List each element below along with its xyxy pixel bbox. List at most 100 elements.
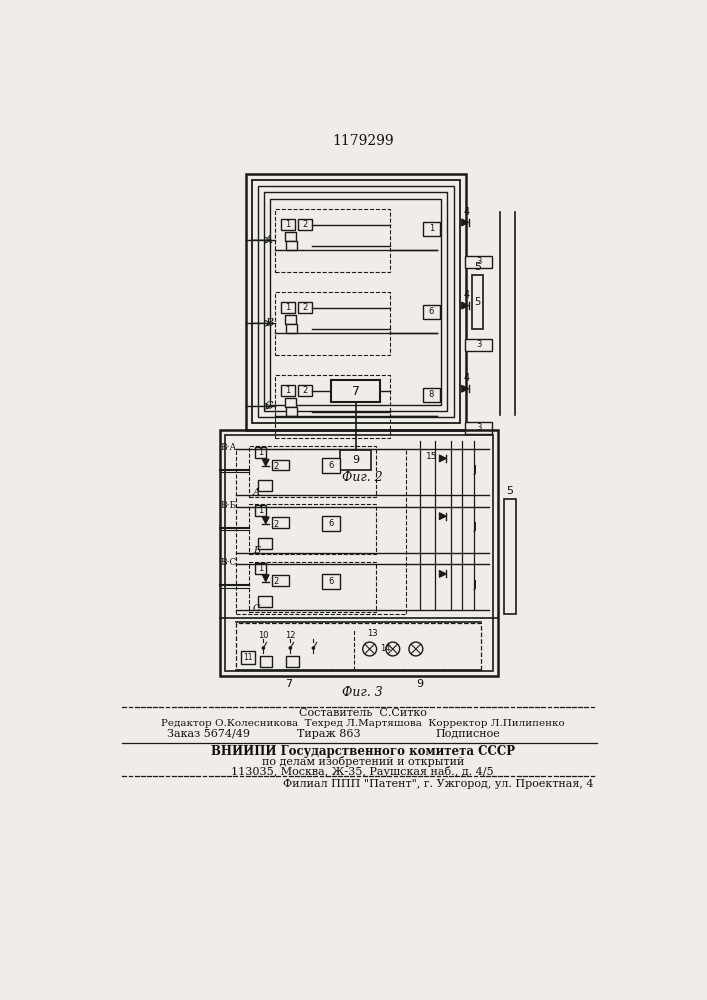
Text: 4: 4 [464, 207, 469, 217]
Text: 113035, Москва, Ж-35, Раушская наб., д. 4/5: 113035, Москва, Ж-35, Раушская наб., д. … [231, 766, 494, 777]
Bar [423, 305, 440, 319]
Bar [225, 435, 493, 671]
Text: 6: 6 [329, 577, 334, 586]
Bar [275, 375, 390, 438]
Text: 2: 2 [303, 220, 308, 229]
Text: 7: 7 [352, 385, 360, 398]
Text: В·Б: В·Б [221, 500, 237, 510]
Bar [322, 458, 340, 473]
Polygon shape [439, 570, 446, 577]
Bar [252, 180, 460, 423]
Text: 6: 6 [329, 519, 334, 528]
Text: 1: 1 [428, 224, 434, 233]
Bar [465, 339, 492, 351]
Bar [285, 315, 296, 324]
Bar [246, 174, 466, 430]
Text: Б: Б [253, 546, 260, 555]
Text: 5: 5 [474, 297, 481, 307]
Text: 2: 2 [303, 303, 308, 312]
Text: Тираж 863: Тираж 863 [297, 729, 361, 739]
Bar [249, 446, 376, 497]
Bar [423, 388, 440, 402]
Text: 2: 2 [274, 520, 279, 529]
Bar [286, 407, 297, 416]
Bar [286, 324, 297, 333]
Text: 1: 1 [257, 506, 263, 515]
Bar [249, 562, 376, 612]
Bar [272, 517, 288, 528]
Circle shape [289, 647, 291, 649]
Text: A: A [265, 235, 273, 245]
Text: 9: 9 [416, 679, 423, 689]
Bar [286, 241, 297, 250]
Text: Подписное: Подписное [435, 729, 500, 739]
Polygon shape [262, 575, 269, 582]
Text: 5: 5 [506, 486, 513, 496]
Text: 13: 13 [367, 629, 378, 638]
Bar [281, 219, 295, 230]
Bar [340, 450, 371, 470]
Text: А: А [253, 488, 260, 497]
Bar [286, 656, 299, 667]
Bar [270, 199, 441, 405]
Bar [264, 192, 448, 411]
Text: В·А: В·А [221, 443, 237, 452]
Polygon shape [462, 385, 469, 392]
Bar [465, 256, 492, 268]
Bar [281, 385, 295, 396]
Text: J: J [474, 522, 477, 532]
Text: Составитель  С.Ситко: Составитель С.Ситко [299, 708, 426, 718]
Text: Фиг. 3: Фиг. 3 [342, 686, 383, 699]
Bar [236, 449, 406, 614]
Text: J: J [474, 465, 477, 475]
Circle shape [262, 647, 264, 649]
Bar [504, 499, 516, 614]
Text: 15: 15 [426, 452, 437, 461]
Bar [272, 460, 288, 470]
Text: 1: 1 [257, 564, 263, 573]
Bar [423, 222, 440, 235]
Bar [281, 302, 295, 313]
Bar [249, 504, 376, 554]
Bar [258, 596, 272, 607]
Text: Заказ 5674/49: Заказ 5674/49 [167, 729, 250, 739]
Text: 4: 4 [464, 373, 469, 383]
Bar [258, 186, 454, 417]
Text: ВНИИПИ Государственного комитета СССР: ВНИИПИ Государственного комитета СССР [211, 745, 515, 758]
Bar [255, 563, 266, 574]
Text: 2: 2 [274, 578, 279, 586]
Text: 1: 1 [257, 448, 263, 457]
Bar [255, 447, 266, 458]
Bar [219, 430, 498, 676]
Polygon shape [439, 513, 446, 520]
Bar [298, 219, 312, 230]
Text: C: C [264, 401, 273, 411]
Bar [241, 651, 255, 664]
Bar [272, 575, 288, 586]
Polygon shape [262, 459, 269, 466]
Bar [258, 538, 272, 549]
Text: 2: 2 [303, 386, 308, 395]
Bar [298, 302, 312, 313]
Text: 1179299: 1179299 [332, 134, 394, 148]
Bar [236, 623, 481, 670]
Bar [298, 385, 312, 396]
Bar [322, 574, 340, 589]
Text: Редактор О.Колесникова  Техред Л.Мартяшова  Корректор Л.Пилипенко: Редактор О.Колесникова Техред Л.Мартяшов… [161, 719, 565, 728]
Polygon shape [439, 455, 446, 462]
Bar [275, 292, 390, 355]
Polygon shape [262, 517, 269, 524]
Text: 6: 6 [329, 461, 334, 470]
Bar [259, 656, 272, 667]
Text: Фиг. 2: Фиг. 2 [342, 471, 383, 484]
Text: 10: 10 [258, 631, 269, 640]
Text: B: B [264, 318, 273, 328]
Text: 4: 4 [464, 290, 469, 300]
Bar [331, 380, 380, 402]
Text: 9: 9 [352, 455, 359, 465]
Text: 8: 8 [428, 390, 434, 399]
Circle shape [312, 647, 315, 649]
Text: В·С: В·С [221, 558, 237, 567]
Text: 2: 2 [274, 462, 279, 471]
Text: 12: 12 [285, 631, 296, 640]
